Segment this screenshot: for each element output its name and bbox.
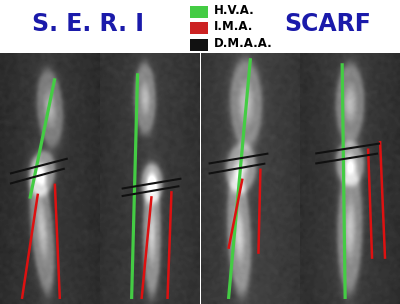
Text: H.V.A.: H.V.A. xyxy=(214,4,255,17)
Bar xyxy=(190,39,208,50)
Text: SCARF: SCARF xyxy=(284,12,372,36)
Text: D.M.A.A.: D.M.A.A. xyxy=(214,37,273,50)
Text: S. E. R. I: S. E. R. I xyxy=(32,12,144,36)
Bar xyxy=(190,22,208,33)
Text: I.M.A.: I.M.A. xyxy=(214,20,253,33)
Bar xyxy=(190,6,208,18)
